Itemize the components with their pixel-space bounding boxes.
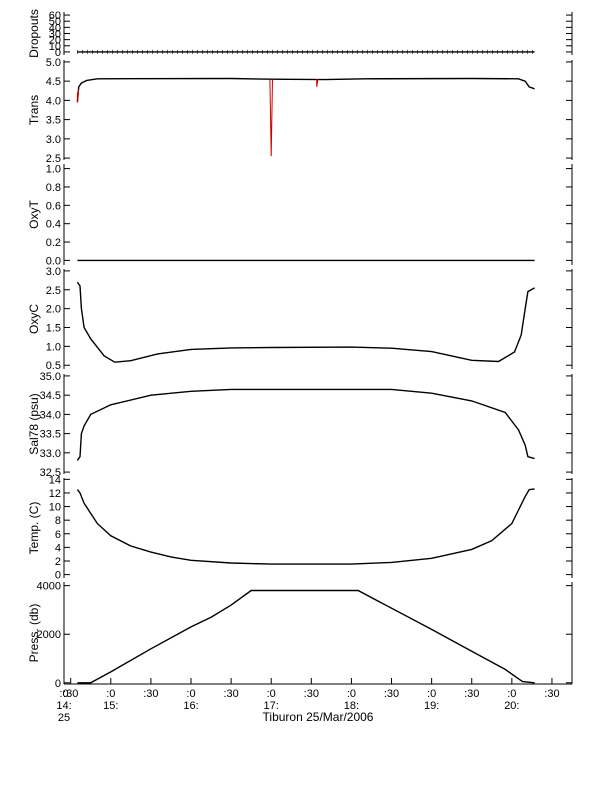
x-tick-label: :0 [106,688,115,700]
x-tick-label: :0 [347,688,356,700]
x-axis-label: Tiburon 25/Mar/2006 [263,710,374,724]
y-tick-label: 2 [55,556,61,568]
panel-2: 0.0 0.2 0.4 0.6 0.8 1.0 OxyT [27,164,573,267]
y-tick-label: 2.0 [46,304,61,316]
y-tick-label: 3.0 [46,134,61,146]
series-line-0 [76,281,535,363]
y-tick-label: 0 [55,678,61,690]
x-hour-label: 15: [103,700,118,712]
y-tick-label: 4 [55,542,61,554]
x-tick-label: :0 [507,688,516,700]
y-tick-label: 0 [55,47,61,59]
y-tick-label: 2.5 [46,153,61,165]
y-tick-label: 4000 [37,581,61,593]
y-tick-label: 10 [49,41,61,53]
y-tick-label: 34.0 [40,409,61,421]
y-tick-label: 3.0 [46,266,61,278]
x-start-label: :0 [59,688,68,700]
y-tick-label: 0.6 [46,200,61,212]
y-tick-label: 2.5 [46,285,61,297]
y-axis-label: Trans [27,95,41,125]
x-tick-label: :30 [544,688,559,700]
y-tick-label: 5.0 [46,57,61,69]
y-tick-label: 50 [49,16,61,28]
x-tick-label: :0 [186,688,195,700]
series-line-2 [316,79,319,87]
x-tick-label: :30 [143,688,158,700]
x-start-minute-label: 25 [58,712,70,724]
panel-1: 2.5 3.0 3.5 4.0 4.5 5.0 Trans [27,57,573,165]
y-axis-label: Press. (db) [27,604,41,663]
y-tick-label: 20 [49,35,61,47]
x-tick-label: :0 [267,688,276,700]
y-tick-label: 33.0 [40,448,61,460]
x-hour-label: 19: [424,700,439,712]
x-tick-label: :30 [223,688,238,700]
panel-5: 0 2 46 810 12 14 Temp. (C) [27,474,573,582]
y-tick-label: 0.4 [46,219,61,231]
series-line-0 [76,77,535,103]
y-tick-label: 4.0 [46,95,61,107]
y-tick-label: 4.5 [46,76,61,88]
y-tick-label: 30 [49,29,61,41]
y-tick-label: 0.5 [46,360,61,372]
series-line-0 [77,589,535,684]
y-axis-label: Sal78 (psu) [27,393,41,454]
y-tick-label: 0.8 [46,182,61,194]
x-hour-label: 18: [344,700,359,712]
y-tick-label: 32.5 [40,467,61,479]
y-tick-label: 33.5 [40,429,61,441]
panel-3: 0.5 1.0 1.5 2.0 2.5 3.0 OxyC [27,266,573,372]
y-axis-label: Dropouts [27,9,41,58]
y-tick-label: 1.0 [46,164,61,176]
y-axis-label: Temp. (C) [27,502,41,555]
y-tick-label: 3.5 [46,115,61,127]
x-hour-label: 16: [183,700,198,712]
y-axis-label: OxyC [27,304,41,334]
y-tick-label: 0.0 [46,255,61,267]
y-tick-label: 34.5 [40,390,61,402]
y-axis-label: OxyT [27,200,41,229]
y-tick-label: 14 [49,474,61,486]
y-tick-label: 60 [49,10,61,22]
series-line-3 [76,88,80,103]
x-tick-label: :30 [464,688,479,700]
y-tick-label: 10 [49,502,61,514]
x-tick-label: :0 [427,688,436,700]
x-tick-label: :30 [384,688,399,700]
y-tick-label: 40 [49,22,61,34]
y-tick-label: 12 [49,488,61,500]
series-line-0 [76,488,535,565]
y-tick-label: 2000 [37,629,61,641]
x-axis-ticks: :30:0:30:0:30:0:30:0:30:0:30:0:30:014:25… [56,678,560,724]
x-hour-label: 20: [504,700,519,712]
x-tick-label: :30 [304,688,319,700]
series-line-1 [269,79,273,157]
x-tick-label: :30 [63,688,78,700]
y-tick-label: 35.0 [40,371,61,383]
panel-6: 0 2000 4000 Press. (db) [27,581,573,690]
y-tick-label: 1.5 [46,322,61,334]
y-tick-label: 0.2 [46,237,61,249]
y-tick-label: 1.0 [46,341,61,353]
x-start-hour-label: 14: [56,700,71,712]
x-hour-label: 17: [264,700,279,712]
y-tick-label: 0 [55,570,61,582]
y-tick-label: 8 [55,515,61,527]
y-tick-label: 6 [55,529,61,541]
series-line-0 [76,388,535,461]
panel-4: 32.5 33.0 33.5 34.0 34.5 35.0 Sal78 (psu) [27,371,573,479]
